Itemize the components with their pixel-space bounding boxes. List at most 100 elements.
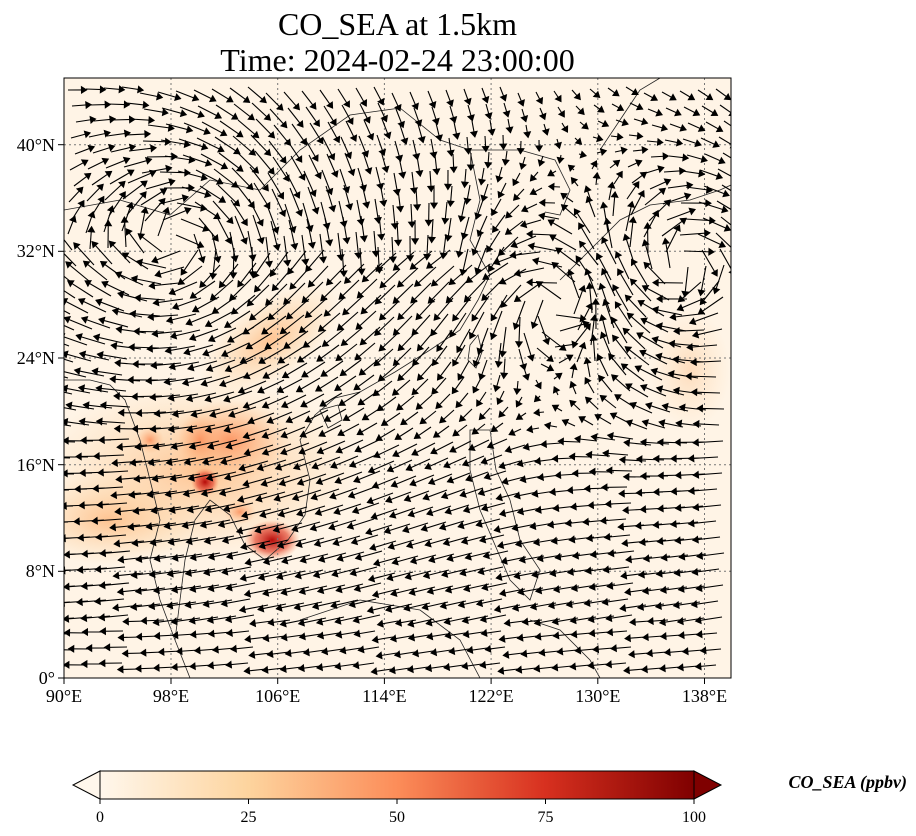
wind-arrow-head — [579, 150, 588, 159]
wind-arrow-head — [371, 590, 380, 599]
wind-arrow-head — [170, 442, 178, 451]
wind-arrow-head — [481, 145, 490, 153]
wind-arrow-head — [679, 123, 687, 132]
wind-arrow-head — [659, 632, 667, 641]
wind-arrow-head — [174, 93, 182, 102]
wind-arrow-head — [705, 93, 714, 101]
wind-arrow-head — [407, 221, 416, 229]
wind-arrow-head — [280, 633, 288, 642]
wind-arrow-head — [652, 520, 660, 529]
wind-arrow-head — [356, 428, 365, 436]
wind-arrow-head — [316, 631, 325, 640]
wind-arrow-head — [298, 632, 306, 641]
wind-arrow-head — [261, 183, 269, 192]
wind-arrow-head — [529, 602, 537, 611]
wind-arrow-head — [432, 168, 441, 176]
wind-arrow-head — [425, 618, 433, 627]
wind-arrow-head — [356, 291, 365, 299]
wind-arrow-head — [561, 418, 570, 427]
wind-arrow-head — [261, 401, 270, 409]
wind-arrow-head — [571, 551, 580, 560]
wind-arrow-head — [655, 569, 663, 578]
wind-arrow-head — [588, 582, 596, 591]
wind-arrow-head — [622, 506, 629, 515]
wind-arrow-head — [516, 459, 524, 468]
wind-arrow-head — [480, 628, 488, 638]
wind-arrow-head — [569, 362, 578, 371]
wind-arrow-head — [148, 570, 156, 579]
wind-arrow-head — [582, 517, 590, 526]
wind-arrow-head — [111, 458, 118, 467]
wind-arrow-head — [452, 132, 461, 140]
wind-arrow-head — [200, 489, 208, 498]
wind-arrow-head — [343, 276, 352, 284]
wind-arrow-head — [629, 401, 638, 410]
wind-arrow-head — [75, 452, 82, 461]
wind-arrow-head — [183, 457, 191, 466]
wind-arrow-head — [126, 201, 134, 210]
wind-arrow-head — [137, 85, 145, 94]
wind-arrow-head — [159, 188, 168, 196]
wind-arrow-head — [474, 212, 483, 220]
wind-arrow-head — [183, 206, 192, 215]
wind-arrow-head — [420, 524, 428, 532]
wind-arrow-head — [204, 505, 212, 513]
wind-arrow-head — [97, 195, 105, 204]
wind-arrow-head — [738, 193, 744, 198]
wind-arrow-head — [264, 260, 274, 268]
concentration-plume-pacific — [650, 310, 730, 430]
wind-arrow-head — [690, 388, 698, 397]
wind-arrow-head — [433, 313, 441, 321]
wind-arrow-head — [674, 108, 682, 117]
wind-arrow-head — [329, 118, 337, 126]
wind-arrow-head — [42, 334, 48, 340]
wind-arrow-head — [394, 103, 402, 112]
wind-arrow-head — [325, 187, 334, 196]
wind-arrow-head — [331, 569, 339, 578]
wind-arrow-head — [243, 589, 252, 598]
wind-arrow-head — [656, 537, 664, 546]
wind-arrow-head — [358, 368, 367, 376]
wind-arrow-head — [346, 117, 354, 125]
wind-arrow-head — [486, 244, 494, 253]
wind-arrow-head — [628, 216, 637, 224]
wind-arrow-head — [128, 490, 136, 499]
wind-arrow-head — [570, 176, 579, 185]
wind-arrow-head — [535, 281, 544, 289]
wind-arrow-head — [256, 218, 264, 227]
wind-arrow-head — [153, 409, 161, 418]
wind-arrow-head — [345, 203, 354, 211]
wind-arrow-head — [484, 161, 493, 169]
wind-arrow-head — [112, 571, 120, 580]
wind-arrow-head — [76, 565, 84, 574]
wind-arrow-head — [109, 375, 116, 384]
wind-arrow-head — [77, 533, 84, 542]
wind-arrow-head — [309, 189, 317, 198]
wind-arrow-head — [598, 282, 607, 291]
wind-arrow-head — [380, 114, 388, 123]
wind-arrow-head — [643, 261, 651, 270]
wind-arrow-head — [109, 523, 117, 532]
wind-arrow-head — [209, 410, 217, 419]
wind-arrow-head — [132, 506, 140, 515]
wind-arrow-head — [496, 541, 505, 549]
wind-arrow-head — [510, 240, 519, 249]
wind-arrow-shaft — [722, 152, 731, 159]
wind-arrow-head — [218, 488, 227, 497]
wind-arrow-head — [697, 289, 706, 297]
wind-arrow-shaft — [64, 391, 73, 395]
wind-arrow-head — [588, 629, 596, 638]
wind-arrow-head — [606, 431, 614, 441]
wind-arrow-head — [605, 613, 613, 623]
wind-arrow-head — [185, 125, 194, 134]
wind-arrow-head — [459, 489, 467, 498]
wind-arrow-head — [494, 360, 503, 368]
wind-arrow-head — [113, 539, 121, 548]
wind-arrow-head — [80, 85, 88, 94]
wind-arrow-head — [307, 241, 316, 249]
wind-arrow-head — [669, 312, 677, 321]
wind-arrow-head — [621, 538, 629, 548]
wind-arrow-head — [534, 456, 542, 466]
wind-arrow-head — [277, 509, 286, 518]
wind-arrow-head — [388, 256, 397, 264]
